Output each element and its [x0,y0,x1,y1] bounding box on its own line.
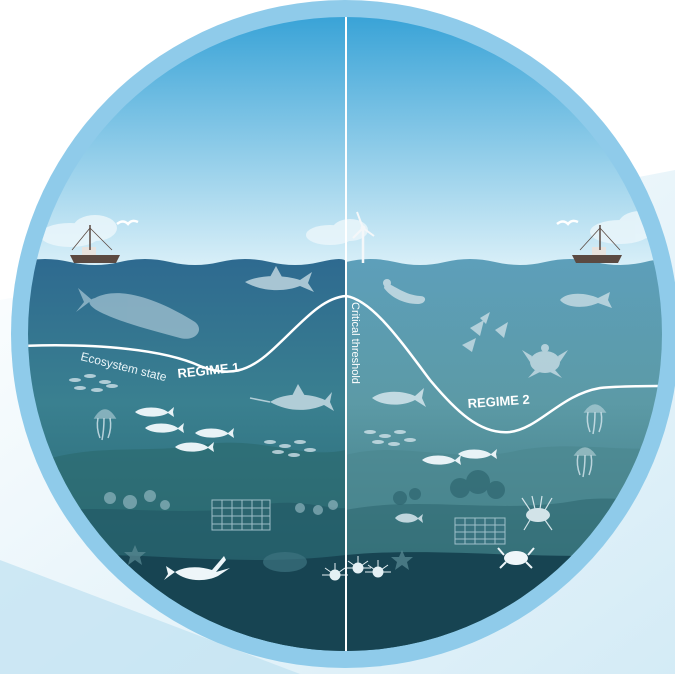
cloud-icon [40,211,662,247]
seagull-icon [116,219,139,226]
critical-threshold-label: Critical threshold [349,302,361,384]
fish-trap-icon [454,517,506,545]
small-fish-icon [395,513,423,523]
squid-icon [462,312,508,352]
sea-urchin-icon [322,556,391,581]
wind-turbine-icon [352,211,375,263]
swordfish-icon [249,384,334,411]
regime-1-label: REGIME 1 [177,360,240,381]
fish-school-icon [69,374,316,457]
fish-school-icon [364,430,416,446]
starfish-icon [391,550,413,570]
flatfish-icon [263,552,307,572]
sponge-icon [104,490,338,515]
crab-icon [497,547,535,569]
whale-icon [76,288,200,339]
cod-icon [422,449,497,465]
seagull-icon [556,219,579,226]
fishing-boat-icon [70,225,120,263]
seal-icon [383,279,426,304]
regime-2-label: REGIME 2 [467,392,530,411]
fish-trap-icon [211,499,271,531]
tuna-icon [372,388,426,407]
sea-turtle-icon [522,344,568,378]
coral-icon [393,470,505,505]
lionfish-icon [521,495,553,531]
mahi-mahi-icon [560,292,612,308]
fishing-boat-icon [572,225,622,263]
jellyfish-icon [573,404,607,478]
cod-icon [135,407,234,452]
starfish-icon [124,545,146,565]
ecosystem-state-curve [28,294,662,434]
shark-icon [245,266,314,292]
jellyfish-icon [93,409,117,441]
lobster-icon [164,556,230,581]
